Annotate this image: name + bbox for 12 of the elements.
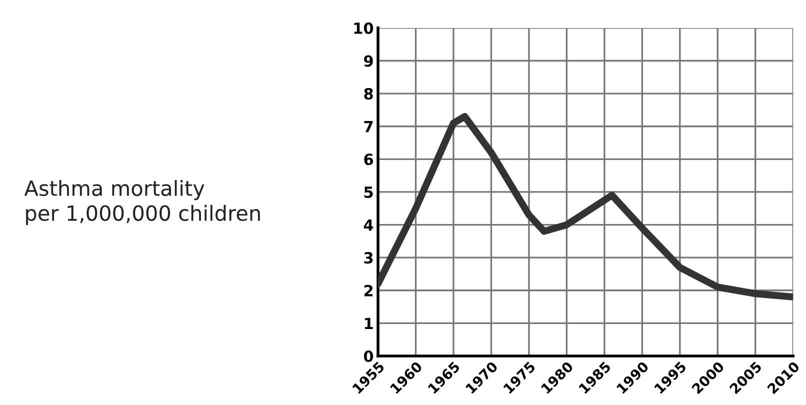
y-tick-label: 1 <box>364 318 373 329</box>
y-tick-label: 2 <box>364 284 373 296</box>
y-tick-label: 9 <box>364 55 373 67</box>
y-tick-label: 8 <box>364 88 373 100</box>
y-tick-label: 6 <box>364 154 374 166</box>
y-tick-label: 3 <box>364 252 373 264</box>
y-tick-label: 10 <box>354 22 374 34</box>
y-tick-label: 5 <box>364 186 373 198</box>
y-axis-title: Asthma mortality per 1,000,000 children <box>24 180 260 226</box>
y-tick-label: 4 <box>364 219 374 231</box>
y-tick-label: 0 <box>364 350 374 362</box>
y-tick-label: 7 <box>364 121 373 132</box>
